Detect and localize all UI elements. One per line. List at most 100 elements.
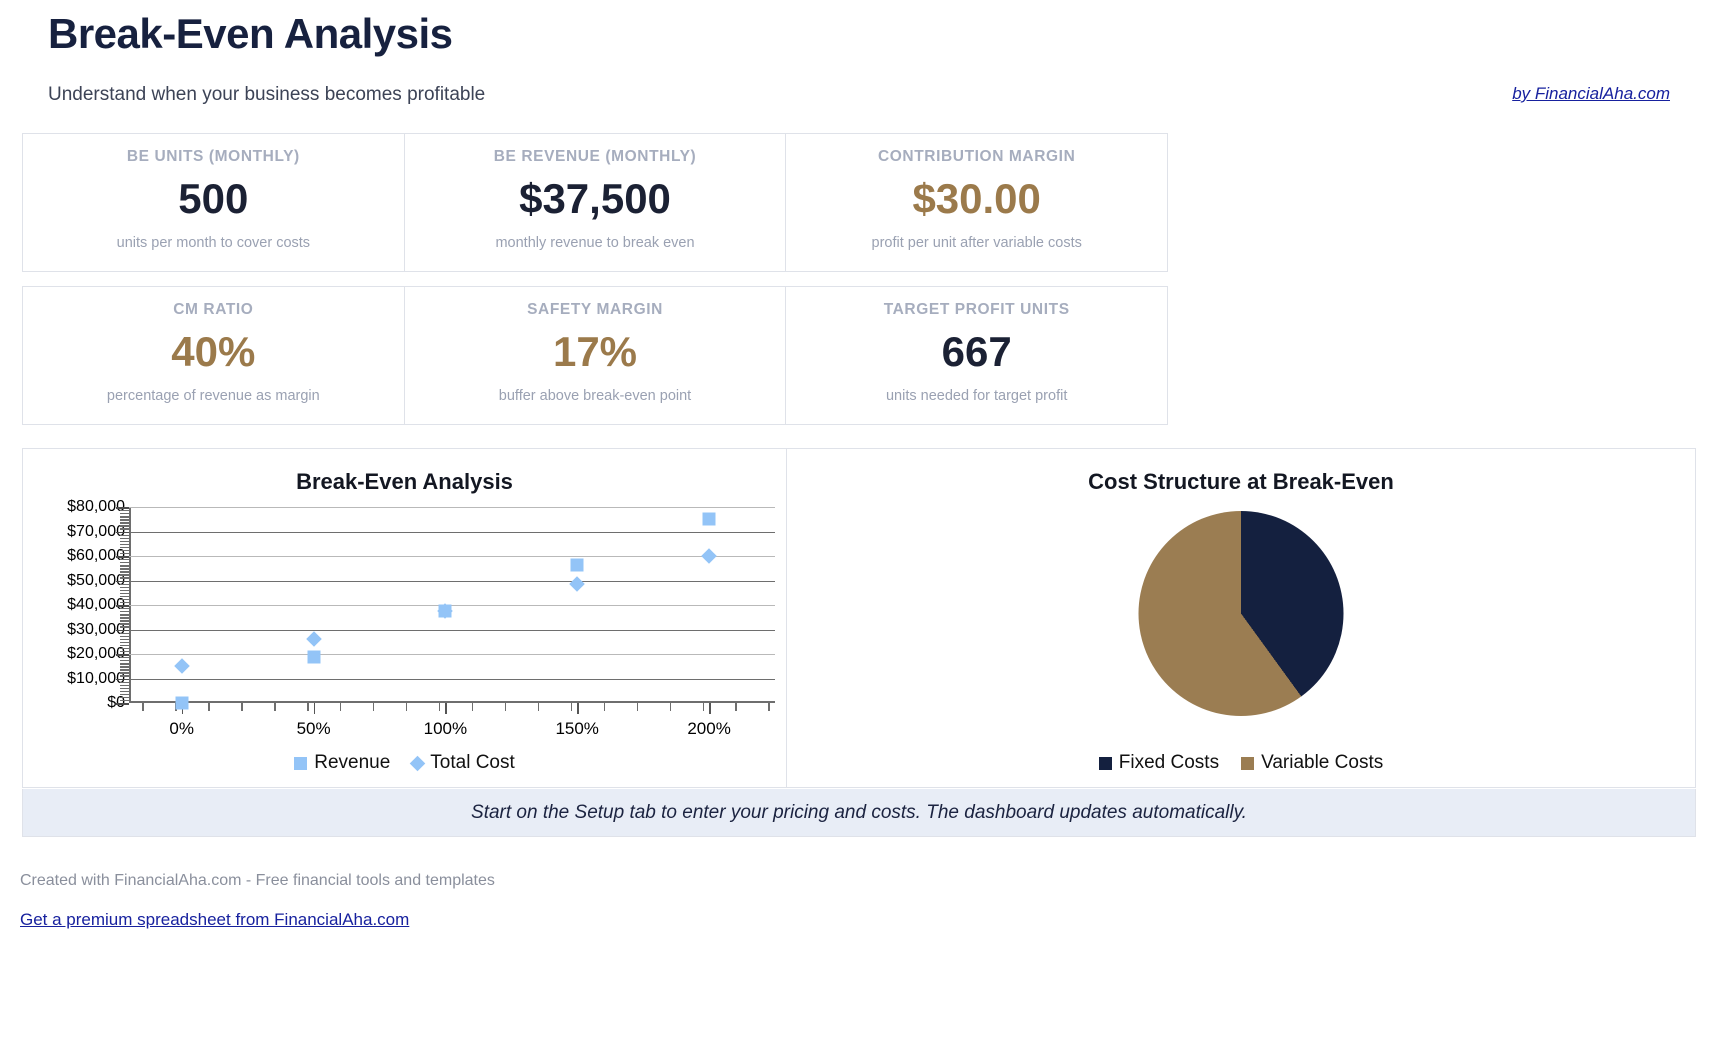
- x-minor-tick: [438, 703, 441, 711]
- y-minor-tick: [120, 577, 129, 579]
- x-axis-tick-label: 100%: [423, 719, 468, 738]
- x-axis-tick-label: 0%: [169, 719, 194, 738]
- y-minor-tick: [120, 632, 129, 634]
- page-title: Break-Even Analysis: [48, 10, 453, 57]
- x-minor-tick: [208, 703, 210, 711]
- legend-label: Variable Costs: [1261, 752, 1384, 773]
- y-minor-tick: [120, 614, 129, 616]
- charts-panel: Break-Even Analysis $0 $10,000 $20,000 $30,…: [22, 448, 1696, 788]
- y-minor-tick: [120, 525, 129, 527]
- y-minor-tick: [120, 583, 129, 585]
- y-minor-tick: [120, 644, 129, 647]
- y-minor-tick: [120, 696, 129, 699]
- legend-label: Fixed Costs: [1118, 752, 1220, 773]
- x-minor-tick: [405, 703, 408, 711]
- y-major-tick: [116, 703, 129, 705]
- chart-title: Break-Even Analysis: [296, 469, 513, 494]
- kpi-label: BE UNITS (MONTHLY): [126, 148, 300, 165]
- kpi-value: $30.00: [912, 175, 1041, 222]
- x-minor-tick: [603, 703, 606, 711]
- brand-credit-link[interactable]: by FinancialAha.com: [1512, 84, 1670, 103]
- y-major-tick: [116, 556, 129, 558]
- x-minor-tick: [339, 703, 342, 711]
- x-minor-tick: [768, 703, 770, 711]
- data-point: [305, 630, 322, 647]
- x-major-tick: [709, 703, 711, 714]
- y-minor-tick: [120, 522, 129, 524]
- y-minor-tick: [120, 675, 129, 677]
- y-minor-tick: [120, 620, 129, 622]
- y-minor-tick: [120, 574, 129, 576]
- legend-item-fixed-costs[interactable]: Fixed Costs: [1098, 752, 1220, 774]
- y-minor-tick: [120, 565, 129, 567]
- x-minor-tick: [471, 703, 474, 711]
- y-axis-tick-label: $80,000: [67, 498, 125, 515]
- page-subtitle: Understand when your business becomes pr…: [48, 84, 486, 105]
- x-minor-tick: [307, 703, 309, 711]
- cost-structure-chart: Cost Structure at Break-Even Fixed Costs…: [787, 449, 1695, 787]
- y-minor-tick: [120, 571, 129, 573]
- y-minor-tick: [120, 552, 129, 555]
- kpi-value: $37,500: [519, 175, 671, 222]
- y-major-tick: [116, 507, 129, 509]
- kpi-card-target-profit-units: TARGET PROFIT UNITS 667 units needed for…: [786, 287, 1167, 424]
- y-axis-tick-label: $60,000: [67, 547, 125, 564]
- x-minor-tick: [636, 703, 639, 711]
- kpi-card-contribution-margin: CONTRIBUTION MARGIN $30.00 profit per un…: [786, 134, 1167, 271]
- y-major-tick: [116, 605, 129, 607]
- y-minor-tick: [120, 681, 129, 683]
- kpi-value: 40%: [171, 328, 256, 375]
- y-axis-tick-label: $70,000: [67, 522, 125, 540]
- gridline: [129, 654, 775, 655]
- y-minor-tick: [120, 693, 129, 696]
- kpi-card-be-revenue: BE REVENUE (MONTHLY) $37,500 monthly rev…: [405, 134, 787, 271]
- y-major-tick: [116, 629, 129, 632]
- kpi-card-safety-margin: SAFETY MARGIN 17% buffer above break-eve…: [405, 287, 787, 424]
- data-point: [307, 650, 321, 664]
- gridline: [129, 507, 775, 508]
- y-minor-tick: [120, 641, 129, 644]
- y-minor-tick: [120, 559, 129, 561]
- y-minor-tick: [120, 638, 129, 641]
- y-minor-tick: [120, 647, 129, 650]
- y-minor-tick: [120, 666, 129, 668]
- y-minor-tick: [120, 543, 129, 546]
- premium-spreadsheet-link[interactable]: Get a premium spreadsheet from Financial…: [20, 910, 410, 929]
- gridline: [129, 531, 775, 534]
- y-axis-labels: $0 $10,000 $20,000 $30,000 $40,000 $50,000 $60…: [33, 498, 125, 711]
- legend-item-total-cost[interactable]: Total Cost: [410, 752, 515, 774]
- data-point: [569, 575, 585, 592]
- y-major-tick: [116, 654, 129, 656]
- y-minor-tick: [120, 617, 129, 619]
- y-minor-tick: [120, 586, 129, 588]
- y-minor-tick: [120, 510, 129, 512]
- legend-item-variable-costs[interactable]: Variable Costs: [1241, 752, 1383, 774]
- scatter-legend: Revenue Total Cost: [23, 752, 786, 774]
- y-minor-tick: [120, 660, 129, 662]
- y-minor-tick: [120, 657, 129, 659]
- x-minor-tick: [274, 703, 276, 711]
- kpi-card-be-units: BE UNITS (MONTHLY) 500 units per month t…: [23, 134, 405, 271]
- kpi-value: 667: [941, 328, 1012, 375]
- kpi-label: TARGET PROFIT UNITS: [883, 301, 1070, 318]
- y-minor-tick: [120, 598, 129, 601]
- diamond-marker-icon: [410, 755, 426, 771]
- y-minor-tick: [120, 568, 129, 570]
- kpi-label: SAFETY MARGIN: [527, 301, 663, 318]
- x-axis-tick-label: 150%: [555, 719, 599, 738]
- scatter-plot-area: $0 $10,000 $20,000 $30,000 $40,000 $50,000 $60…: [23, 498, 787, 738]
- x-minor-tick: [372, 703, 375, 711]
- footer-note: Created with FinancialAha.com - Free fin…: [20, 872, 495, 889]
- kpi-value: 500: [178, 175, 249, 222]
- legend-item-revenue[interactable]: Revenue: [294, 752, 390, 774]
- legend-label: Total Cost: [430, 752, 515, 773]
- kpi-label: BE REVENUE (MONTHLY): [493, 148, 697, 165]
- variable-costs-swatch-icon: [1241, 756, 1255, 770]
- y-axis-tick-label: $30,000: [67, 620, 125, 638]
- data-point: [702, 512, 716, 526]
- kpi-hint: monthly revenue to break even: [495, 235, 695, 251]
- data-point: [701, 548, 717, 564]
- gridline: [129, 629, 775, 632]
- fixed-costs-swatch-icon: [1098, 756, 1112, 770]
- y-minor-tick: [120, 672, 129, 674]
